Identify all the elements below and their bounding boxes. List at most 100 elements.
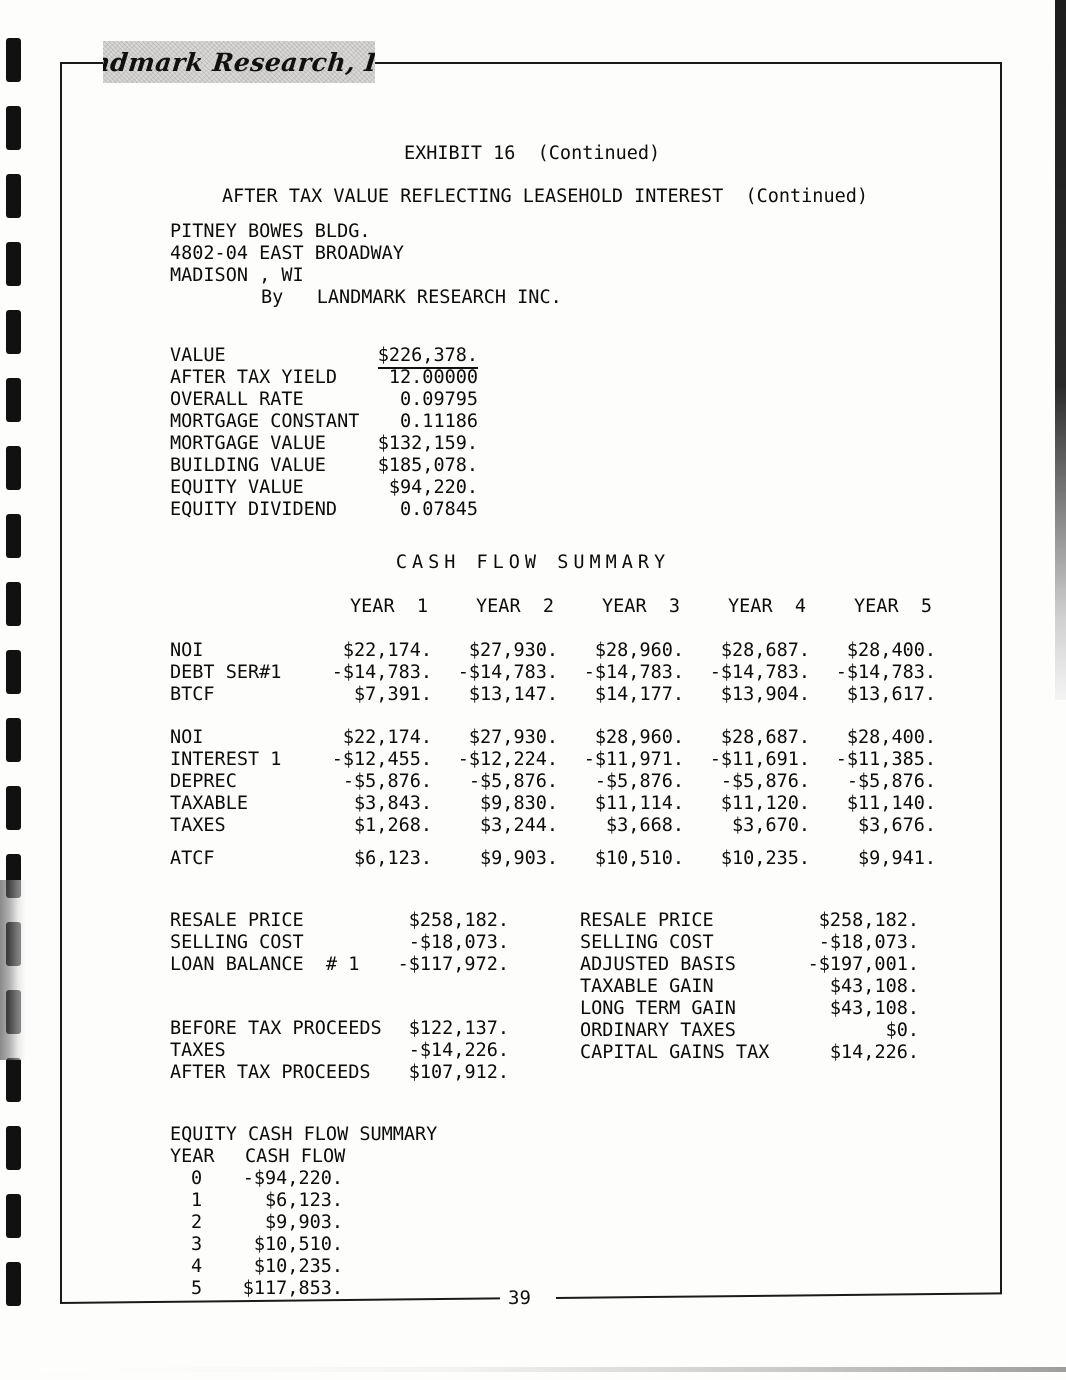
binding-hole bbox=[6, 446, 21, 490]
cash-flow-taxable-cell-4-4: $3,676. bbox=[858, 815, 936, 836]
cash-flow-taxable-cell-3-1: $9,830. bbox=[480, 793, 558, 814]
equity-cash-flow-year-3: 3 bbox=[191, 1234, 203, 1255]
summary-value-0: $226,378. bbox=[377, 345, 478, 369]
equity-cash-flow-amount-3: $10,510. bbox=[253, 1234, 343, 1255]
binding-hole bbox=[6, 242, 21, 286]
cash-flow-taxable-row-label-3: TAXABLE bbox=[170, 793, 248, 814]
cash-flow-atcf-cell-0-1: $9,903. bbox=[480, 848, 558, 869]
cash-flow-before-tax-cell-1-0: -$14,783. bbox=[331, 662, 432, 683]
cash-flow-before-tax-row-label-0: NOI bbox=[170, 640, 204, 661]
page-frame-left-rule bbox=[60, 62, 62, 1302]
cash-flow-atcf-cell-0-0: $6,123. bbox=[354, 848, 432, 869]
resale-right-label-4: LONG TERM GAIN bbox=[580, 998, 736, 1019]
binding-hole bbox=[6, 786, 21, 830]
cash-flow-column-header-3: YEAR 4 bbox=[728, 596, 806, 617]
equity-cash-flow-year-1: 1 bbox=[191, 1190, 203, 1211]
binding-hole bbox=[6, 514, 21, 558]
binding-hole bbox=[6, 582, 21, 626]
resale-left-value-2: -$117,972. bbox=[397, 954, 509, 975]
cash-flow-before-tax-cell-0-2: $28,960. bbox=[594, 640, 684, 661]
binding-hole bbox=[6, 310, 21, 354]
cash-flow-before-tax-row-label-1: DEBT SER#1 bbox=[170, 662, 282, 683]
cash-flow-taxable-cell-1-4: -$11,385. bbox=[835, 749, 936, 770]
cash-flow-column-header-0: YEAR 1 bbox=[350, 596, 428, 617]
equity-cash-flow-year-2: 2 bbox=[191, 1212, 203, 1233]
summary-value-1: 12.00000 bbox=[388, 367, 478, 388]
binding-hole bbox=[6, 174, 21, 218]
summary-value-2: 0.09795 bbox=[400, 389, 478, 410]
cash-flow-taxable-cell-3-4: $11,140. bbox=[846, 793, 936, 814]
summary-label-5: BUILDING VALUE bbox=[170, 455, 326, 476]
equity-cash-flow-amount-2: $9,903. bbox=[265, 1212, 343, 1233]
cash-flow-before-tax-cell-1-4: -$14,783. bbox=[835, 662, 936, 683]
summary-label-3: MORTGAGE CONSTANT bbox=[170, 411, 360, 432]
binding-hole bbox=[6, 1126, 21, 1170]
resale-right-label-2: ADJUSTED BASIS bbox=[580, 954, 736, 975]
cash-flow-taxable-cell-2-2: -$5,876. bbox=[594, 771, 684, 792]
cash-flow-taxable-cell-2-3: -$5,876. bbox=[720, 771, 810, 792]
cash-flow-before-tax-cell-1-1: -$14,783. bbox=[457, 662, 558, 683]
summary-label-7: EQUITY DIVIDEND bbox=[170, 499, 338, 520]
page-number: 39 bbox=[508, 1287, 531, 1309]
page-frame-right-rule bbox=[1000, 62, 1002, 1294]
cash-flow-before-tax-cell-2-3: $13,904. bbox=[720, 684, 810, 705]
prepared-by-line: By LANDMARK RESEARCH INC. bbox=[261, 287, 562, 308]
summary-value-0-text: $226,378. bbox=[377, 345, 478, 369]
scan-edge-right bbox=[1055, 0, 1066, 700]
equity-cash-flow-amount-header: CASH FLOW bbox=[245, 1146, 346, 1167]
cash-flow-before-tax-cell-2-2: $14,177. bbox=[594, 684, 684, 705]
cash-flow-taxable-cell-0-4: $28,400. bbox=[846, 727, 936, 748]
property-name: PITNEY BOWES BLDG. bbox=[170, 221, 371, 242]
cash-flow-taxable-row-label-0: NOI bbox=[170, 727, 204, 748]
summary-label-4: MORTGAGE VALUE bbox=[170, 433, 326, 454]
cash-flow-taxable-cell-1-3: -$11,691. bbox=[709, 749, 810, 770]
equity-cash-flow-amount-4: $10,235. bbox=[253, 1256, 343, 1277]
resale-left-label-0: RESALE PRICE bbox=[170, 910, 304, 931]
cash-flow-summary-title: CASH FLOW SUMMARY bbox=[395, 552, 671, 573]
exhibit-heading: EXHIBIT 16 (Continued) bbox=[404, 143, 661, 164]
equity-cash-flow-year-4: 4 bbox=[191, 1256, 203, 1277]
summary-value-5: $185,078. bbox=[377, 455, 478, 476]
cash-flow-taxable-cell-0-2: $28,960. bbox=[594, 727, 684, 748]
cash-flow-before-tax-cell-2-0: $7,391. bbox=[354, 684, 432, 705]
proceeds-value-2: $107,912. bbox=[408, 1062, 509, 1083]
binding-hole bbox=[6, 1058, 21, 1102]
cash-flow-atcf-cell-0-4: $9,941. bbox=[858, 848, 936, 869]
cash-flow-taxable-cell-0-0: $22,174. bbox=[342, 727, 432, 748]
cash-flow-column-header-2: YEAR 3 bbox=[602, 596, 680, 617]
cash-flow-before-tax-cell-1-2: -$14,783. bbox=[583, 662, 684, 683]
property-city-state: MADISON , WI bbox=[170, 265, 304, 286]
resale-right-value-2: -$197,001. bbox=[807, 954, 919, 975]
summary-value-6: $94,220. bbox=[388, 477, 478, 498]
equity-cash-flow-amount-0: -$94,220. bbox=[242, 1168, 343, 1189]
cash-flow-before-tax-cell-1-3: -$14,783. bbox=[709, 662, 810, 683]
proceeds-label-0: BEFORE TAX PROCEEDS bbox=[170, 1018, 382, 1039]
resale-right-label-3: TAXABLE GAIN bbox=[580, 976, 714, 997]
cash-flow-taxable-cell-3-0: $3,843. bbox=[354, 793, 432, 814]
cash-flow-before-tax-cell-0-0: $22,174. bbox=[342, 640, 432, 661]
resale-right-label-5: ORDINARY TAXES bbox=[580, 1020, 736, 1041]
binding-hole bbox=[6, 378, 21, 422]
cash-flow-taxable-cell-1-0: -$12,455. bbox=[331, 749, 432, 770]
cash-flow-taxable-cell-0-3: $28,687. bbox=[720, 727, 810, 748]
resale-left-value-1: -$18,073. bbox=[408, 932, 509, 953]
cash-flow-taxable-row-label-1: INTEREST 1 bbox=[170, 749, 282, 770]
cash-flow-before-tax-cell-0-4: $28,400. bbox=[846, 640, 936, 661]
letterhead-logo: Landmark Research, Inc. bbox=[103, 41, 375, 83]
binding-hole bbox=[6, 650, 21, 694]
cash-flow-before-tax-cell-0-3: $28,687. bbox=[720, 640, 810, 661]
summary-value-3: 0.11186 bbox=[400, 411, 478, 432]
binding-hole bbox=[6, 106, 21, 150]
summary-label-0: VALUE bbox=[170, 345, 226, 366]
resale-right-value-0: $258,182. bbox=[818, 910, 919, 931]
equity-cash-flow-amount-5: $117,853. bbox=[242, 1278, 343, 1299]
cash-flow-column-header-1: YEAR 2 bbox=[476, 596, 554, 617]
resale-right-label-0: RESALE PRICE bbox=[580, 910, 714, 931]
cash-flow-column-header-4: YEAR 5 bbox=[854, 596, 932, 617]
cash-flow-taxable-cell-3-2: $11,114. bbox=[594, 793, 684, 814]
resale-right-label-1: SELLING COST bbox=[580, 932, 714, 953]
document-title: AFTER TAX VALUE REFLECTING LEASEHOLD INT… bbox=[222, 186, 869, 207]
summary-value-4: $132,159. bbox=[377, 433, 478, 454]
